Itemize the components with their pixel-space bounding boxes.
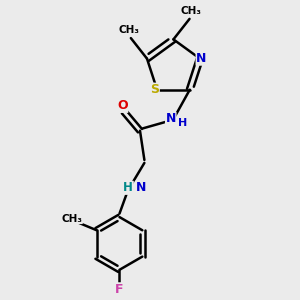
Text: N: N bbox=[135, 181, 146, 194]
Text: CH₃: CH₃ bbox=[119, 25, 140, 35]
Text: CH₃: CH₃ bbox=[181, 6, 202, 16]
Text: F: F bbox=[115, 283, 124, 296]
Text: H: H bbox=[178, 118, 188, 128]
Text: N: N bbox=[196, 52, 206, 65]
Text: CH₃: CH₃ bbox=[61, 214, 82, 224]
Text: O: O bbox=[117, 99, 128, 112]
Text: N: N bbox=[166, 112, 176, 125]
Text: H: H bbox=[123, 181, 133, 194]
Text: S: S bbox=[150, 83, 159, 96]
